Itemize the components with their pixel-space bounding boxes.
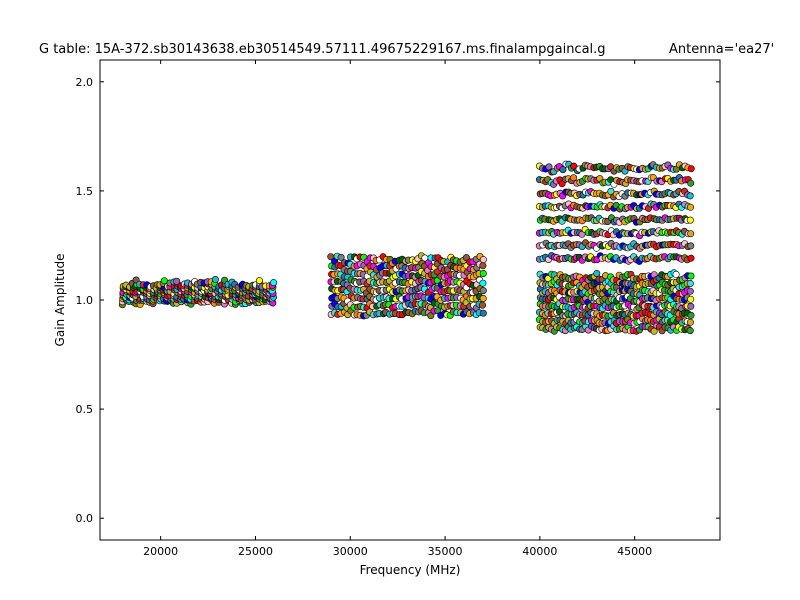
data-point — [479, 294, 487, 302]
data-point — [479, 256, 487, 264]
data-point — [479, 287, 487, 295]
data-point — [270, 279, 278, 287]
data-point — [607, 187, 615, 195]
data-point — [479, 279, 487, 287]
y-tick-label: 1.0 — [76, 294, 94, 307]
data-point — [686, 216, 694, 224]
data-point — [686, 287, 694, 295]
y-tick-label: 0.5 — [76, 403, 94, 416]
data-points — [118, 160, 695, 335]
x-tick-label: 20000 — [143, 545, 178, 558]
axis-ticks: 20000 25000 30000 35000 40000 45000 0.0 0.5 1.0 1… — [76, 60, 720, 558]
data-point — [570, 174, 578, 182]
data-point — [686, 327, 694, 335]
data-point — [559, 166, 567, 174]
y-tick-label: 0.0 — [76, 512, 94, 525]
y-tick-label: 2.0 — [76, 76, 94, 89]
data-point — [687, 272, 695, 280]
data-point — [687, 230, 695, 238]
data-point — [687, 302, 695, 310]
data-point — [173, 277, 181, 285]
x-tick-label: 40000 — [522, 545, 557, 558]
data-point — [211, 275, 219, 283]
data-point — [687, 295, 695, 303]
y-axis-label: Gain Amplitude — [53, 254, 67, 347]
data-point — [570, 162, 578, 170]
data-point — [686, 192, 694, 200]
x-tick-label: 30000 — [333, 545, 368, 558]
data-point — [687, 165, 695, 173]
data-point — [672, 270, 680, 278]
x-axis-label: Frequency (MHz) — [360, 563, 461, 577]
data-point — [687, 254, 695, 262]
data-point — [687, 242, 695, 250]
x-tick-label: 25000 — [238, 545, 273, 558]
data-point — [479, 262, 487, 270]
y-tick-label: 1.5 — [76, 185, 94, 198]
chart-title: G table: 15A-372.sb30143638.eb30514549.5… — [39, 42, 606, 57]
data-point — [255, 277, 263, 285]
data-point — [478, 301, 486, 309]
x-tick-label: 35000 — [428, 545, 463, 558]
data-point — [337, 253, 345, 261]
data-point — [479, 309, 487, 317]
x-tick-label: 45000 — [617, 545, 652, 558]
chart-subtitle: Antenna='ea27' — [669, 42, 774, 57]
data-point — [650, 327, 658, 335]
data-point — [578, 230, 586, 238]
data-point — [479, 269, 487, 277]
data-point — [686, 279, 694, 287]
data-point — [686, 203, 694, 211]
data-point — [687, 179, 695, 187]
data-point — [687, 311, 695, 319]
data-point — [686, 318, 694, 326]
